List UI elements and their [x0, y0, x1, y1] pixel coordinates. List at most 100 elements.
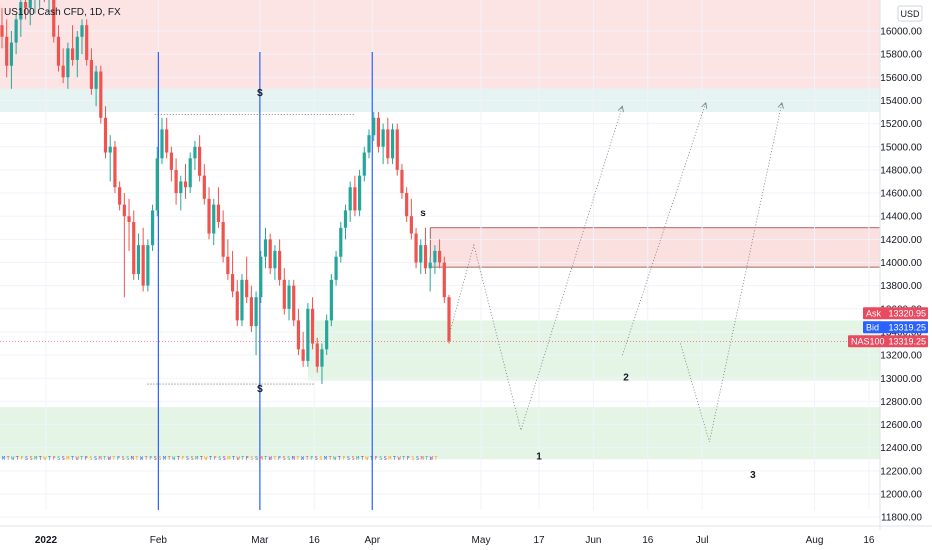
candle: [89, 48, 93, 95]
day-letter: M: [388, 456, 391, 462]
day-letter: F: [278, 456, 281, 462]
candle: [141, 227, 145, 292]
candle: [414, 227, 418, 269]
day-letter: F: [117, 456, 120, 462]
candle: [75, 31, 79, 78]
day-letter: F: [407, 456, 410, 462]
day-letter: F: [85, 456, 88, 462]
candle: [306, 303, 310, 367]
day-letter: S: [319, 456, 322, 462]
price-axis[interactable]: 11800.00 12000.00 12200.00 12400.00 12600.00…: [879, 0, 922, 530]
usd-button-bg[interactable]: [897, 5, 923, 22]
candle: [113, 140, 117, 194]
candle-body: [409, 216, 413, 234]
candle-body: [282, 279, 286, 309]
candle-body: [296, 320, 301, 350]
candle-body: [174, 169, 178, 194]
candle: [428, 256, 432, 292]
time-axis[interactable]: 2022 Feb Mar 16 Apr May 17 Jun 16 Jul Aug 16: [0, 525, 932, 546]
candle-body: [19, 2, 23, 20]
candle-body: [325, 320, 329, 350]
candle-body: [273, 250, 277, 269]
candle-body: [329, 279, 333, 321]
day-letter: W: [301, 456, 305, 462]
candle: [296, 308, 301, 356]
candle: [118, 181, 122, 211]
candle-body: [339, 227, 343, 257]
candle: [226, 239, 230, 280]
day-letter: S: [416, 456, 419, 462]
candle: [433, 245, 437, 275]
candle: [230, 250, 235, 298]
price-tag-name: Ask: [866, 308, 882, 318]
gridlines: [0, 0, 880, 518]
candle-body: [103, 117, 108, 153]
day-letter: T: [7, 456, 10, 462]
candle: [423, 227, 428, 275]
price-tag-name: NAS100: [851, 336, 885, 346]
day-letter: S: [122, 456, 125, 462]
candle: [160, 117, 164, 165]
candle-body: [160, 129, 164, 159]
candle-body: [9, 42, 14, 66]
candle-body: [334, 256, 338, 280]
day-letter: T: [103, 456, 106, 462]
day-letter: T: [112, 456, 115, 462]
day-letter: W: [398, 456, 402, 462]
candle: [447, 294, 451, 344]
day-letter: S: [315, 456, 318, 462]
price-tick-label: 15800.00: [880, 50, 922, 61]
time-tick-label: Jul: [696, 535, 709, 546]
day-letter: S: [223, 456, 226, 462]
candle: [282, 268, 286, 315]
candle: [136, 233, 141, 280]
candle-body: [353, 187, 357, 211]
day-letter: T: [39, 456, 42, 462]
candle: [362, 146, 366, 182]
day-letter: T: [434, 456, 437, 462]
candle: [39, 0, 41, 8]
candle: [132, 210, 136, 280]
day-letter: M: [292, 456, 295, 462]
price-tick-label: 16000.00: [880, 27, 922, 38]
candle: [278, 239, 282, 286]
candle-body: [395, 129, 399, 170]
price-tick-label: 14000.00: [880, 258, 922, 269]
candle-body: [0, 25, 4, 37]
candle: [386, 117, 390, 165]
candle: [376, 112, 381, 153]
day-letter: S: [25, 456, 28, 462]
day-letter: F: [20, 456, 23, 462]
price-tick-label: 14800.00: [880, 165, 922, 176]
candle-body: [28, 0, 32, 8]
candle-body: [423, 245, 428, 269]
candle-body: [188, 158, 192, 188]
price-tick-label: 14600.00: [880, 189, 922, 200]
usd-button-label[interactable]: USD: [900, 9, 920, 19]
day-letter: T: [80, 456, 83, 462]
usd-button[interactable]: USD: [897, 5, 923, 22]
price-tag: NAS100 13319.25: [848, 335, 928, 348]
candle-body: [136, 245, 141, 275]
candle-body: [390, 129, 395, 159]
day-letter: T: [200, 456, 203, 462]
candle-body: [70, 48, 75, 60]
candle-body: [254, 297, 258, 327]
annotation-label: $: [257, 384, 263, 395]
candle-body: [447, 297, 451, 342]
day-letter: M: [227, 456, 230, 462]
candle-body: [348, 187, 352, 211]
candle: [94, 65, 98, 107]
day-letter: T: [209, 456, 212, 462]
time-tick-label: 16: [863, 535, 875, 546]
day-letter: F: [181, 456, 184, 462]
candle-body: [301, 349, 305, 361]
candle-body: [367, 135, 371, 153]
candle: [268, 233, 272, 275]
projection-path: [448, 106, 623, 432]
candle: [52, 0, 56, 43]
candle-body: [362, 152, 366, 176]
day-letter: M: [66, 456, 69, 462]
candle: [259, 250, 263, 304]
